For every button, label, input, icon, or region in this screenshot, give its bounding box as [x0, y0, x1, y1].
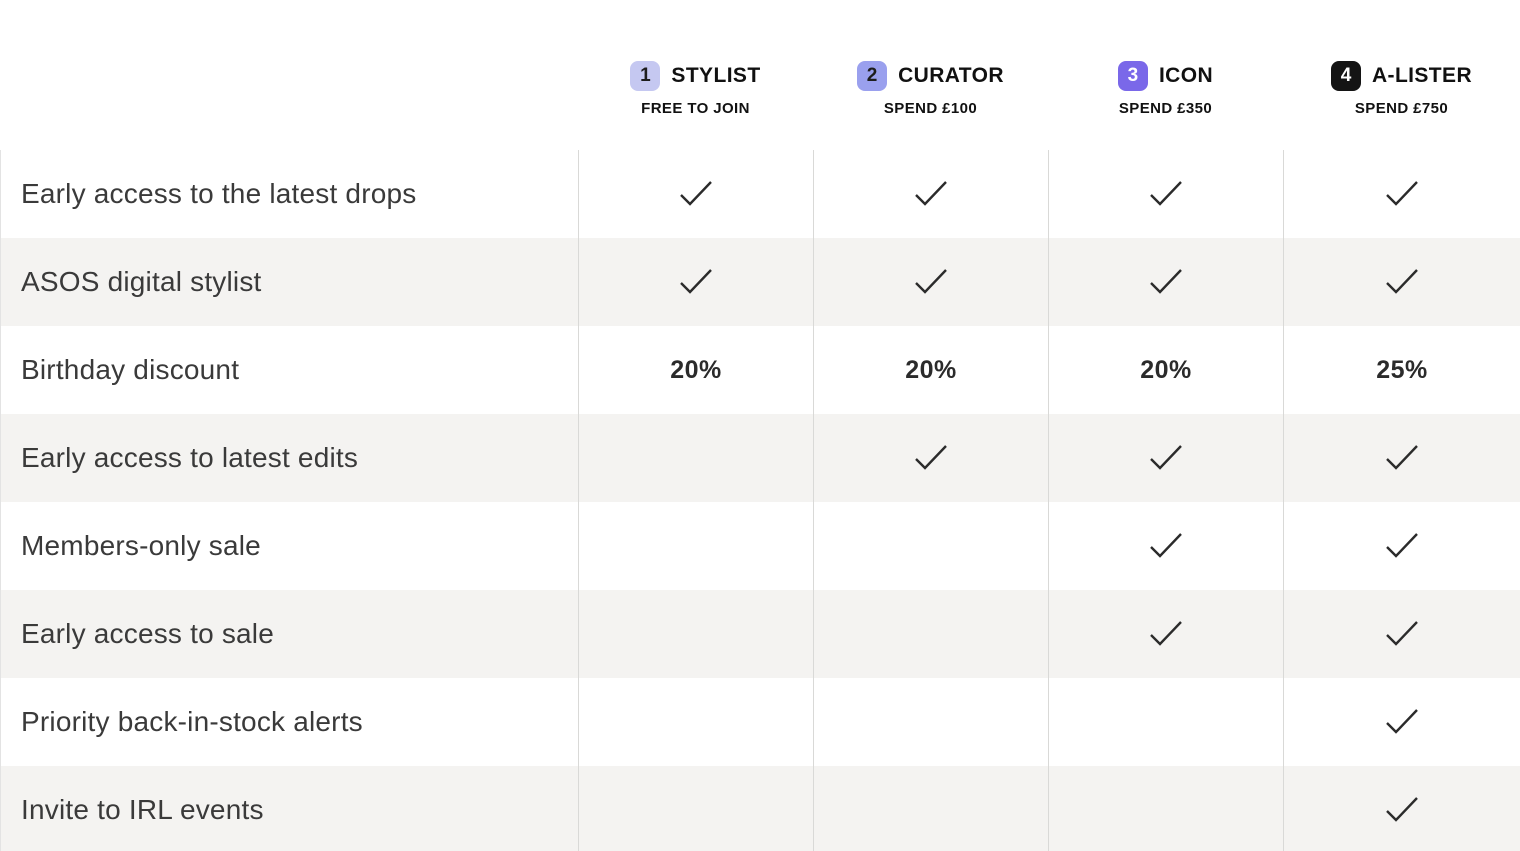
- tier-title-group: 4 A-LISTER: [1330, 61, 1473, 91]
- check-icon: [1148, 620, 1184, 648]
- check-icon: [913, 444, 949, 472]
- tier-requirement-label: SPEND £100: [883, 100, 978, 117]
- tier-number-badge: 4: [1330, 61, 1361, 91]
- check-icon: [678, 180, 714, 208]
- benefit-cell: [813, 766, 1048, 851]
- check-icon: [1384, 708, 1420, 736]
- benefits-table-body: Early access to the latest drops ASOS dig…: [0, 150, 1520, 851]
- tier-number-badge: 3: [1117, 61, 1148, 91]
- benefit-cell: [578, 502, 813, 590]
- benefit-cell: 25%: [1283, 326, 1520, 414]
- header-empty-cell: [0, 0, 578, 150]
- benefit-cell: [1283, 238, 1520, 326]
- benefit-cell: [1283, 766, 1520, 851]
- check-icon: [1384, 620, 1420, 648]
- benefit-cell: [813, 238, 1048, 326]
- benefit-label: Early access to latest edits: [21, 442, 359, 473]
- benefit-cell: [1048, 678, 1283, 766]
- check-icon: [1148, 180, 1184, 208]
- benefit-cell: [578, 238, 813, 326]
- benefit-cell: [813, 678, 1048, 766]
- benefit-cell: [1048, 414, 1283, 502]
- benefit-label: Members-only sale: [21, 530, 261, 561]
- benefit-label: Birthday discount: [21, 354, 240, 385]
- tier-requirement-label: FREE TO JOIN: [641, 100, 750, 117]
- check-icon: [913, 180, 949, 208]
- benefit-cell: [1048, 766, 1283, 851]
- check-icon: [1384, 268, 1420, 296]
- benefit-value: 20%: [1140, 355, 1192, 384]
- tier-requirement-label: SPEND £350: [1118, 100, 1213, 117]
- check-icon: [913, 268, 949, 296]
- tier-header-a-lister: 4 A-LISTER SPEND £750: [1283, 0, 1520, 150]
- check-icon: [1384, 796, 1420, 824]
- benefit-cell: 20%: [813, 326, 1048, 414]
- benefit-cell: [1283, 150, 1520, 238]
- check-icon: [1148, 444, 1184, 472]
- check-icon: [1148, 532, 1184, 560]
- benefit-cell: [813, 590, 1048, 678]
- benefit-cell: [813, 414, 1048, 502]
- benefit-cell: [1283, 678, 1520, 766]
- benefit-cell: [1048, 590, 1283, 678]
- check-icon: [1148, 268, 1184, 296]
- benefit-label: Early access to the latest drops: [21, 178, 417, 209]
- benefit-label: Priority back-in-stock alerts: [21, 706, 363, 737]
- benefit-cell: [578, 766, 813, 851]
- benefit-cell: 20%: [578, 326, 813, 414]
- benefit-row: Early access to sale: [1, 590, 1520, 678]
- check-icon: [1384, 532, 1420, 560]
- benefit-value: 25%: [1376, 355, 1428, 384]
- tier-title-group: 2 CURATOR: [857, 61, 1004, 91]
- benefit-value: 20%: [905, 355, 957, 384]
- benefit-row: Early access to latest edits: [1, 414, 1520, 502]
- tier-number-badge: 1: [630, 61, 661, 91]
- benefit-value: 20%: [670, 355, 722, 384]
- benefit-label: Early access to sale: [21, 618, 274, 649]
- tier-requirement-label: SPEND £750: [1354, 100, 1449, 117]
- tier-header-row: 1 STYLIST FREE TO JOIN 2 CURATOR SPEND £100 3 I…: [0, 0, 1520, 150]
- benefit-cell: [578, 414, 813, 502]
- benefit-label: ASOS digital stylist: [21, 266, 262, 297]
- benefit-row: Birthday discount 20% 20% 20% 25%: [1, 326, 1520, 414]
- tier-name-label: STYLIST: [671, 64, 761, 87]
- benefit-row: Early access to the latest drops: [1, 150, 1520, 238]
- benefit-row: Members-only sale: [1, 502, 1520, 590]
- benefit-cell: [1283, 502, 1520, 590]
- benefit-row: Priority back-in-stock alerts: [1, 678, 1520, 766]
- check-icon: [1384, 444, 1420, 472]
- tier-header-stylist: 1 STYLIST FREE TO JOIN: [578, 0, 813, 150]
- tier-header-icon: 3 ICON SPEND £350: [1048, 0, 1283, 150]
- benefit-cell: [1283, 414, 1520, 502]
- benefit-cell: [1048, 238, 1283, 326]
- tier-name-label: ICON: [1158, 64, 1214, 87]
- benefit-cell: [1283, 590, 1520, 678]
- check-icon: [1384, 180, 1420, 208]
- benefit-cell: [813, 502, 1048, 590]
- check-icon: [678, 268, 714, 296]
- tier-name-label: CURATOR: [898, 64, 1004, 87]
- benefit-cell: [1048, 150, 1283, 238]
- benefit-cell: 20%: [1048, 326, 1283, 414]
- benefit-cell: [578, 150, 813, 238]
- tier-header-curator: 2 CURATOR SPEND £100: [813, 0, 1048, 150]
- tier-title-group: 1 STYLIST: [630, 61, 760, 91]
- benefit-row: ASOS digital stylist: [1, 238, 1520, 326]
- benefit-cell: [578, 678, 813, 766]
- tier-name-label: A-LISTER: [1371, 64, 1473, 87]
- tier-title-group: 3 ICON: [1117, 61, 1214, 91]
- benefit-row: Invite to IRL events: [1, 766, 1520, 851]
- tier-number-badge: 2: [857, 61, 888, 91]
- benefit-cell: [578, 590, 813, 678]
- benefit-cell: [1048, 502, 1283, 590]
- benefit-cell: [813, 150, 1048, 238]
- benefit-label: Invite to IRL events: [21, 794, 264, 825]
